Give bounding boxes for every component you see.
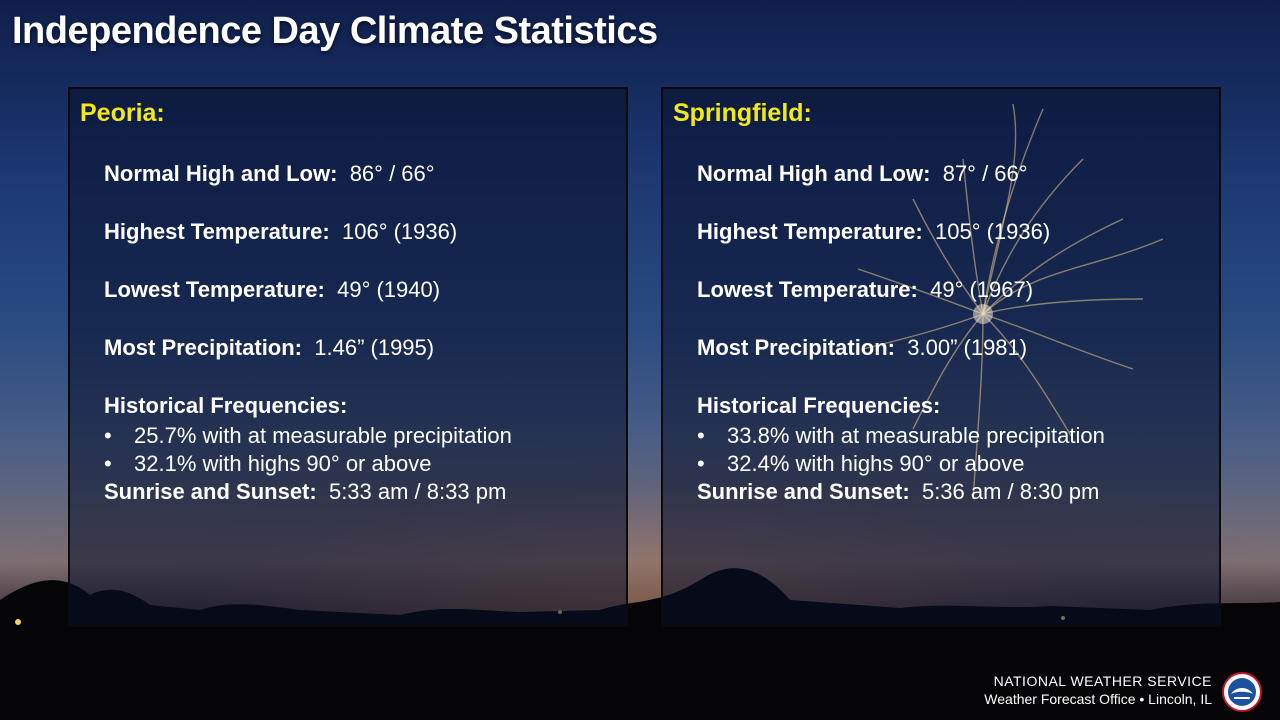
normal-high-low-row: Normal High and Low: 86° / 66°	[104, 161, 614, 219]
freq-item-text: 32.1% with highs 90° or above	[134, 451, 432, 476]
firework-graphic	[857, 103, 1164, 500]
stat-label: Lowest Temperature:	[104, 277, 325, 302]
highest-temp-row: Highest Temperature: 105° (1936)	[697, 219, 1207, 277]
stat-label: Sunrise and Sunset:	[104, 479, 317, 504]
lowest-temp-row: Lowest Temperature: 49° (1967)	[697, 277, 1207, 335]
stat-label: Highest Temperature:	[104, 219, 330, 244]
bullet-icon: •	[104, 451, 112, 476]
stat-value: 86° / 66°	[349, 161, 435, 186]
lowest-temp-row: Lowest Temperature: 49° (1940)	[104, 277, 614, 335]
nws-office-name: Weather Forecast Office • Lincoln, IL	[984, 691, 1212, 707]
freq-item-text: 25.7% with at measurable precipitation	[134, 423, 512, 448]
list-item: • 25.7% with at measurable precipitation	[104, 423, 614, 451]
stat-label: Most Precipitation:	[697, 335, 896, 360]
stat-value: 49° (1940)	[337, 277, 441, 302]
nws-logo-icon	[1222, 672, 1262, 712]
list-item: • 32.1% with highs 90° or above	[104, 451, 614, 479]
list-item: • 32.4% with highs 90° or above	[697, 451, 1207, 479]
freq-item-text: 33.8% with at measurable precipitation	[727, 423, 1105, 448]
normal-high-low-row: Normal High and Low: 87° / 66°	[697, 161, 1207, 219]
stat-label: Sunrise and Sunset:	[697, 479, 910, 504]
peoria-panel: Peoria: Normal High and Low: 86° / 66° H…	[68, 87, 628, 627]
stat-value: 3.00” (1981)	[907, 335, 1028, 360]
most-precip-row: Most Precipitation: 1.46” (1995)	[104, 335, 614, 393]
stat-value: 87° / 66°	[942, 161, 1028, 186]
stat-value: 1.46” (1995)	[314, 335, 435, 360]
historical-frequencies: Historical Frequencies: • 33.8% with at m…	[697, 393, 1207, 479]
stat-value: 49° (1967)	[930, 277, 1034, 302]
freq-item-text: 32.4% with highs 90° or above	[727, 451, 1025, 476]
stat-value: 105° (1936)	[934, 219, 1051, 244]
nws-footer: NATIONAL WEATHER SERVICE Weather Forecas…	[984, 672, 1212, 708]
list-item: • 33.8% with at measurable precipitation	[697, 423, 1207, 451]
city-name: Peoria:	[80, 99, 165, 127]
sunrise-sunset-row: Sunrise and Sunset: 5:33 am / 8:33 pm	[104, 479, 614, 537]
most-precip-row: Most Precipitation: 3.00” (1981)	[697, 335, 1207, 393]
bullet-icon: •	[697, 423, 705, 448]
nws-org-name: NATIONAL WEATHER SERVICE	[993, 673, 1212, 689]
freq-heading: Historical Frequencies:	[697, 393, 941, 418]
highest-temp-row: Highest Temperature: 106° (1936)	[104, 219, 614, 277]
stat-value: 106° (1936)	[341, 219, 458, 244]
springfield-panel: Springfield: Normal High and Low: 87° / …	[661, 87, 1221, 627]
city-name: Springfield:	[673, 99, 812, 127]
bullet-icon: •	[104, 423, 112, 448]
stat-label: Lowest Temperature:	[697, 277, 918, 302]
stat-label: Normal High and Low:	[697, 161, 931, 186]
stat-label: Most Precipitation:	[104, 335, 303, 360]
stat-label: Normal High and Low:	[104, 161, 338, 186]
stat-value: 5:36 am / 8:30 pm	[921, 479, 1100, 504]
sunrise-sunset-row: Sunrise and Sunset: 5:36 am / 8:30 pm	[697, 479, 1207, 537]
stat-label: Highest Temperature:	[697, 219, 923, 244]
stat-value: 5:33 am / 8:33 pm	[328, 479, 507, 504]
historical-frequencies: Historical Frequencies: • 25.7% with at m…	[104, 393, 614, 479]
bullet-icon: •	[697, 451, 705, 476]
page-title: Independence Day Climate Statistics	[12, 10, 658, 52]
freq-heading: Historical Frequencies:	[104, 393, 348, 418]
